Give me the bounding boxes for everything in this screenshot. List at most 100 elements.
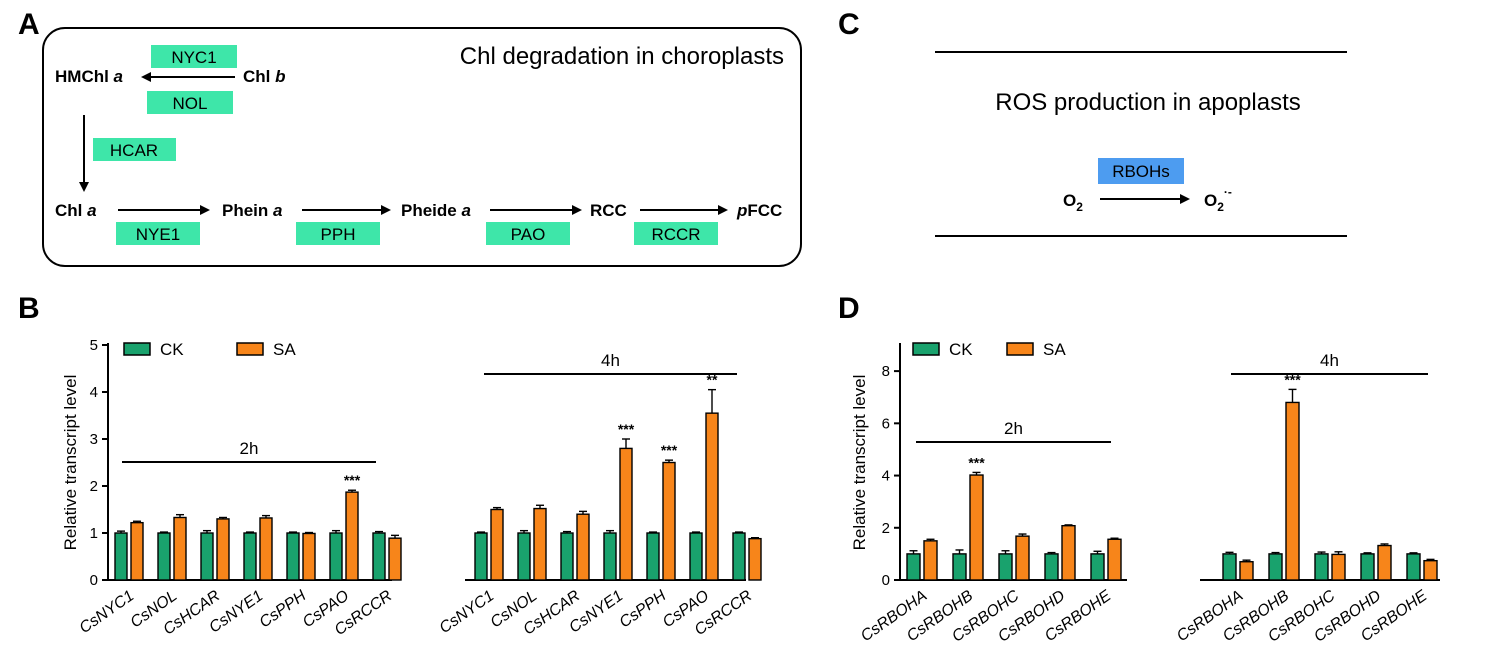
bar-sa <box>1423 559 1438 581</box>
bar-ck <box>286 532 300 581</box>
bar-ck <box>952 553 967 581</box>
legend-label: SA <box>273 340 296 359</box>
enzyme-nol: NOL <box>147 91 233 114</box>
bar-sa <box>1015 535 1030 581</box>
significance-label: *** <box>1284 371 1301 387</box>
y-axis-title: Relative transcript level <box>61 375 80 551</box>
enzyme-nyc1: NYC1 <box>151 45 237 68</box>
node-hmchl-a: HMChl a <box>55 67 123 86</box>
legend-swatch <box>236 342 264 356</box>
bar-sa <box>490 508 504 581</box>
group-label: 2h <box>1004 419 1023 438</box>
node-o2: O2 <box>1063 191 1083 214</box>
node-rcc: RCC <box>590 201 627 220</box>
bar-sa <box>705 412 719 581</box>
bar-ck <box>906 553 921 581</box>
bar-ck <box>114 532 128 581</box>
legend-label: CK <box>160 340 184 359</box>
bar-ck <box>329 532 343 581</box>
bar-ck <box>1360 553 1375 581</box>
y-tick-label: 4 <box>90 384 98 401</box>
legend-swatch <box>912 342 940 356</box>
significance-label: *** <box>661 442 678 458</box>
enzyme-rccr-label: RCCR <box>651 225 700 244</box>
bar-sa <box>576 513 590 581</box>
y-tick-label: 1 <box>90 525 98 542</box>
bar-sa <box>388 537 402 581</box>
y-tick-label: 8 <box>882 363 890 380</box>
bar-ck <box>1406 553 1421 581</box>
bar-sa <box>1239 561 1254 581</box>
panel-a: A Chl degradation in choroplasts NYC1 NO… <box>18 8 802 267</box>
enzyme-pao-label: PAO <box>511 225 546 244</box>
panel-c-letter: C <box>838 8 860 41</box>
x-category-label: CsNYC1 <box>437 587 498 637</box>
bar-ck <box>157 532 171 581</box>
bar-sa <box>173 516 187 581</box>
panel-c-title: ROS production in apoplasts <box>995 89 1301 116</box>
legend: CK SA <box>912 340 1066 359</box>
node-pheide-a: Pheide a <box>401 201 471 220</box>
enzyme-nye1: NYE1 <box>116 222 200 245</box>
bar-ck <box>474 532 488 581</box>
bar-ck <box>646 532 660 581</box>
node-phein-a: Phein a <box>222 201 282 220</box>
enzyme-nol-label: NOL <box>173 94 208 113</box>
chart-b: 0 1 2 3 4 5 Relative transcript level CK SA 2h CsN… <box>61 337 762 639</box>
bar-ck <box>1222 553 1237 581</box>
y-tick-label: 2 <box>882 520 890 537</box>
bar-ck <box>998 553 1013 581</box>
bar-ck <box>603 532 617 581</box>
significance-label: *** <box>618 421 635 437</box>
bar-sa <box>345 491 359 581</box>
y-tick-label: 3 <box>90 431 98 448</box>
significance-label: *** <box>968 454 985 470</box>
bar-ck <box>560 532 574 581</box>
enzyme-rccr: RCCR <box>634 222 718 245</box>
y-tick-label: 4 <box>882 468 890 485</box>
enzyme-hcar-label: HCAR <box>110 141 158 160</box>
y-tick-label: 6 <box>882 415 890 432</box>
bar-sa <box>619 447 633 581</box>
y-tick-label: 0 <box>90 572 98 589</box>
enzyme-pao: PAO <box>486 222 570 245</box>
panel-a-letter: A <box>18 8 40 41</box>
node-chl-b: Chl b <box>243 67 286 86</box>
panel-d-letter: D <box>838 292 860 325</box>
legend: CK SA <box>123 340 296 359</box>
bar-sa <box>302 532 316 581</box>
enzyme-rbohs-label: RBOHs <box>1112 162 1170 181</box>
bar-ck <box>517 532 531 581</box>
bar-sa <box>662 461 676 581</box>
bar-sa <box>969 474 984 581</box>
legend-label: CK <box>949 340 973 359</box>
bar-sa <box>1331 553 1346 581</box>
significance-label: ** <box>707 372 718 388</box>
bar-sa <box>1285 401 1300 581</box>
legend-swatch <box>123 342 151 356</box>
enzyme-rbohs: RBOHs <box>1098 158 1184 184</box>
bar-sa <box>1107 538 1122 581</box>
x-category-label: CsPPH <box>257 587 310 631</box>
y-tick-label: 5 <box>90 337 98 354</box>
node-superoxide: O2·- <box>1204 185 1232 214</box>
bar-ck <box>200 532 214 581</box>
panel-a-title: Chl degradation in choroplasts <box>460 43 784 70</box>
enzyme-nyc1-label: NYC1 <box>171 48 216 67</box>
panel-c: C ROS production in apoplasts RBOHs O2 O… <box>838 8 1347 237</box>
enzyme-pph: PPH <box>296 222 380 245</box>
enzyme-nye1-label: NYE1 <box>136 225 180 244</box>
y-tick-label: 0 <box>882 572 890 589</box>
legend-swatch <box>1006 342 1034 356</box>
group-label: 4h <box>601 351 620 370</box>
y-axis-title: Relative transcript level <box>850 375 869 551</box>
bar-sa <box>130 521 144 581</box>
x-category-label: CsNYC1 <box>77 587 138 637</box>
bar-sa <box>748 537 762 581</box>
bar-ck <box>1090 553 1105 581</box>
significance-label: *** <box>344 472 361 488</box>
bar-sa <box>923 540 938 581</box>
